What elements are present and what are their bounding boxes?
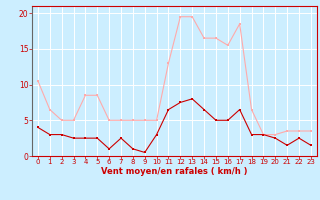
X-axis label: Vent moyen/en rafales ( km/h ): Vent moyen/en rafales ( km/h ) xyxy=(101,167,248,176)
